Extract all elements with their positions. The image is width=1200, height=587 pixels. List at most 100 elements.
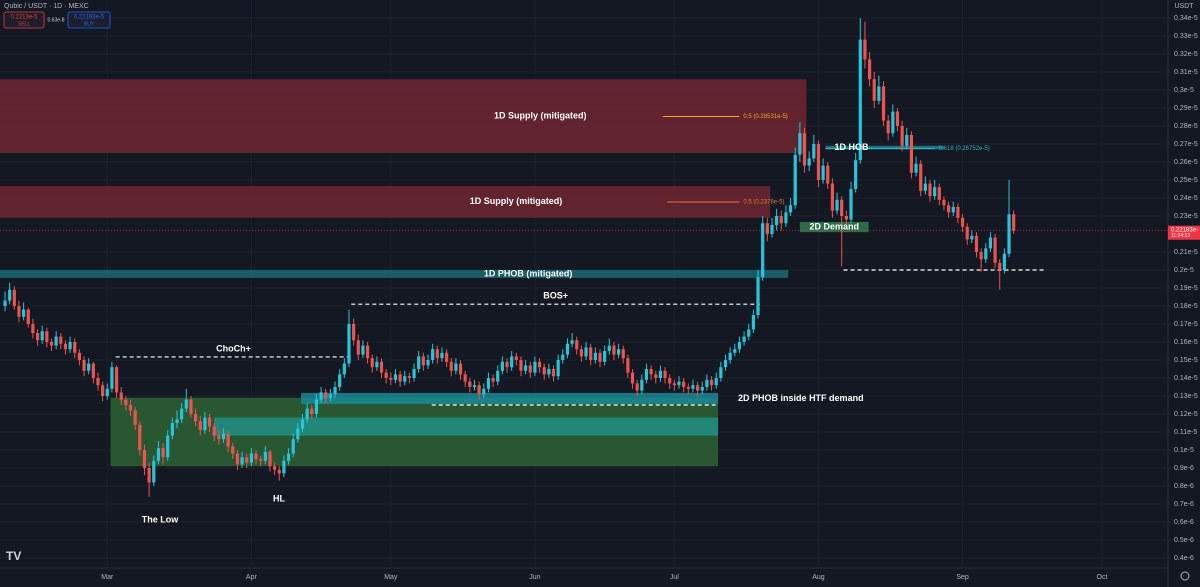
candle-body xyxy=(626,358,630,373)
candle-body xyxy=(816,143,821,180)
settings-icon[interactable] xyxy=(1180,571,1190,581)
candle-body xyxy=(101,385,105,396)
candle-body xyxy=(579,349,583,357)
candle-body xyxy=(677,381,681,386)
candle-body xyxy=(854,160,858,189)
candle-body xyxy=(812,143,816,159)
y-tick-label: 0.17e-5 xyxy=(1174,321,1198,328)
candle-body xyxy=(900,125,904,146)
candle-body xyxy=(630,372,635,384)
candle-body xyxy=(491,377,495,382)
candle-body xyxy=(919,163,923,191)
candle-body xyxy=(770,224,774,234)
zone xyxy=(825,145,944,150)
candle-body xyxy=(147,467,151,483)
y-tick-label: 0.16e-5 xyxy=(1174,339,1198,346)
candle-body xyxy=(333,386,337,395)
candle-body xyxy=(458,363,463,375)
y-tick-label: 0.18e-5 xyxy=(1174,303,1198,310)
zone-label: 1D PHOB (mitigated) xyxy=(484,268,573,278)
candle-body xyxy=(658,370,663,378)
sell-label: SELL xyxy=(18,21,30,27)
candle-body xyxy=(431,349,435,360)
candle-body xyxy=(26,309,30,324)
candle-body xyxy=(556,359,560,377)
candle-body xyxy=(603,350,607,362)
y-tick-label: 0.27e-5 xyxy=(1174,141,1198,148)
candle-body xyxy=(798,133,802,155)
zone-label: 1D HOB xyxy=(834,142,869,152)
candle-body xyxy=(947,205,951,213)
candle-body xyxy=(152,460,156,483)
candle-body xyxy=(105,388,109,396)
candle-body xyxy=(35,332,40,341)
y-tick-label: 0.12e-5 xyxy=(1174,411,1198,418)
candle-body xyxy=(305,408,309,420)
candle-body xyxy=(965,226,969,240)
candle-body xyxy=(49,341,54,346)
candle-body xyxy=(463,374,467,382)
candle-body xyxy=(379,361,384,373)
x-tick-label: Aug xyxy=(812,574,825,581)
buy-price: 0.22193e-5 xyxy=(74,15,105,21)
y-tick-label: 0.15e-5 xyxy=(1174,357,1198,364)
candle-body xyxy=(686,386,690,389)
candle-body xyxy=(175,419,179,423)
x-tick-label: Mar xyxy=(101,574,114,581)
candle-body xyxy=(314,399,319,414)
candle-body xyxy=(454,363,458,371)
candle-body xyxy=(170,422,174,436)
candle-body xyxy=(886,120,890,134)
sell-button[interactable] xyxy=(3,11,45,29)
candle-body xyxy=(217,435,221,440)
candle-body xyxy=(542,367,546,375)
candle-body xyxy=(375,361,379,368)
candle-body xyxy=(951,206,955,213)
y-tick-label: 0.8e-6 xyxy=(1174,483,1194,490)
candle-body xyxy=(338,374,342,387)
y-tick-label: 0.13e-5 xyxy=(1174,393,1198,400)
candle-body xyxy=(142,449,147,468)
candle-body xyxy=(668,377,672,384)
candle-body xyxy=(561,354,565,360)
x-tick-label: May xyxy=(384,574,398,581)
candle-body xyxy=(733,349,737,353)
candle-body xyxy=(960,217,965,227)
candle-body xyxy=(361,345,365,355)
labels: 1D Supply (mitigated) 1D Supply (mitigate… xyxy=(142,110,990,524)
countdown: 11:24:13 xyxy=(1171,233,1190,239)
candle-body xyxy=(226,433,230,447)
candle-body xyxy=(407,376,412,378)
candle-body xyxy=(63,343,68,350)
candle-body xyxy=(510,356,514,368)
candle-body xyxy=(751,314,755,330)
currency: USDT xyxy=(1174,3,1194,10)
axes: 0.34e-5 0.33e-5 0.32e-5 0.31e-5 0.3e-5 0.29e-… xyxy=(101,15,1200,581)
candle-body xyxy=(319,392,323,400)
candle-body xyxy=(54,336,58,346)
spread: 0.63e-8 xyxy=(48,17,65,23)
candle-body xyxy=(235,453,240,465)
annotation: HL xyxy=(273,493,285,503)
candle-body xyxy=(793,154,797,206)
y-tick-label: 0.34e-5 xyxy=(1174,15,1198,22)
fib-label: 0.618 (0.26752e-5) xyxy=(939,146,990,152)
candle-body xyxy=(537,361,542,368)
candle-body xyxy=(984,248,988,260)
x-tick-label: Jul xyxy=(670,574,679,581)
candle-body xyxy=(328,394,332,398)
candle-body xyxy=(895,111,900,126)
candle-body xyxy=(761,223,765,278)
candle-body xyxy=(59,336,63,344)
zone xyxy=(301,392,719,404)
candle-body xyxy=(156,448,161,461)
candle-body xyxy=(881,86,886,121)
candle-body xyxy=(1012,214,1016,231)
candle-body xyxy=(575,340,579,350)
y-tick-label: 0.7e-6 xyxy=(1174,501,1194,508)
candle-body xyxy=(551,368,556,377)
candle-body xyxy=(700,386,704,391)
level-label: ChoCh+ xyxy=(216,343,251,353)
buy-button[interactable] xyxy=(67,11,111,29)
candle-body xyxy=(96,377,100,386)
